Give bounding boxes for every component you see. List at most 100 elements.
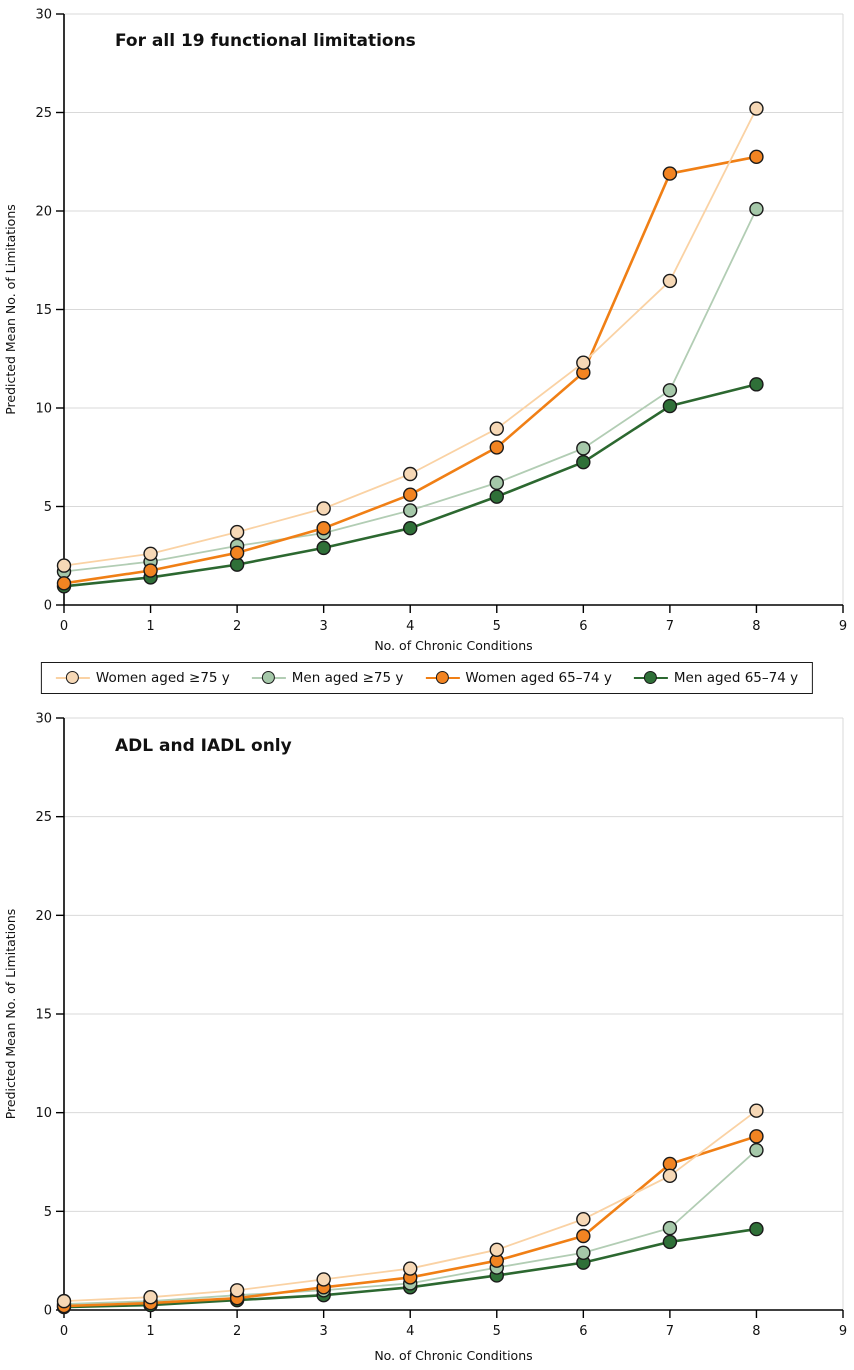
chart-title: For all 19 functional limitations	[115, 31, 416, 51]
data-point	[403, 503, 418, 518]
x-tick-label: 0	[60, 1324, 68, 1339]
x-tick-label: 9	[839, 1324, 847, 1339]
data-point	[143, 1289, 158, 1305]
data-point	[229, 1283, 245, 1298]
data-point	[229, 524, 245, 540]
x-tick-label: 7	[666, 1324, 674, 1339]
legend-series-marker-icon	[55, 671, 90, 686]
data-point	[749, 101, 764, 116]
x-tick-label: 3	[320, 1324, 328, 1339]
x-tick-label: 2	[233, 1324, 241, 1339]
data-point	[749, 1103, 764, 1118]
data-point	[403, 487, 418, 502]
data-point	[56, 1293, 72, 1309]
data-point	[143, 563, 158, 578]
y-axis-title: Predicted Mean No. of Limitations	[3, 909, 18, 1120]
y-tick-label: 5	[44, 1205, 52, 1220]
x-tick-label: 1	[146, 1324, 154, 1339]
legend-item: Women aged ≥75 y	[55, 670, 230, 686]
x-tick-label: 5	[493, 1324, 501, 1339]
legend-label: Women aged ≥75 y	[95, 670, 230, 686]
data-point	[749, 1142, 764, 1158]
y-tick-label: 30	[35, 712, 52, 727]
data-point	[403, 520, 418, 536]
data-point	[229, 557, 245, 572]
data-point	[662, 1234, 678, 1250]
data-point	[403, 466, 418, 482]
data-point	[576, 1245, 591, 1260]
legend-label: Women aged 65–74 y	[465, 670, 612, 686]
x-tick-label: 4	[406, 1324, 414, 1339]
data-point	[576, 454, 591, 470]
legend-series-marker-icon	[251, 671, 286, 686]
y-tick-label: 25	[35, 810, 52, 825]
x-axis-title: No. of Chronic Conditions	[374, 638, 532, 650]
data-point	[662, 273, 678, 289]
x-tick-label: 8	[752, 1324, 760, 1339]
y-tick-label: 20	[35, 909, 52, 924]
data-point	[749, 1129, 764, 1144]
data-point	[662, 398, 678, 414]
x-tick-label: 5	[493, 619, 501, 634]
data-point	[316, 501, 331, 516]
data-point	[489, 475, 504, 491]
legend-label: Men aged ≥75 y	[291, 670, 404, 686]
legend-dot	[261, 671, 275, 684]
data-point	[489, 421, 504, 436]
series-line	[62, 383, 758, 588]
data-point	[316, 540, 331, 556]
x-tick-label: 7	[666, 619, 674, 634]
x-tick-label: 4	[406, 619, 414, 634]
y-tick-label: 15	[35, 303, 52, 318]
data-point	[403, 1261, 418, 1276]
chart-adl-iadl-only: 0 5 10 15 20 25 30 0 1 2 3 4 5 6 7 8 9 ADL and IADL only N…	[3, 712, 847, 1364]
legend-item: Men aged ≥75 y	[251, 670, 404, 686]
y-axis-title: Predicted Mean No. of Limitations	[3, 204, 18, 415]
data-point	[662, 1168, 678, 1184]
x-tick-label: 2	[233, 619, 241, 634]
x-tick-label: 6	[579, 619, 587, 634]
data-point	[662, 383, 678, 398]
x-tick-label: 1	[146, 619, 154, 634]
y-tick-label: 10	[35, 402, 52, 417]
y-tick-label: 15	[35, 1008, 52, 1023]
data-point	[489, 489, 504, 504]
chart-all-19-functional-limitations: 0 5 10 15 20 25 30 0 1 2 3 4 5 6 7 8 9 For all 19 functio…	[3, 8, 847, 651]
data-point	[143, 546, 158, 561]
data-point	[56, 558, 72, 573]
x-tick-label: 6	[579, 1324, 587, 1339]
x-tick-label: 0	[60, 619, 68, 634]
data-point	[749, 201, 764, 217]
x-tick-label: 9	[839, 619, 847, 634]
chart-title: ADL and IADL only	[115, 736, 292, 756]
x-tick-label: 8	[752, 619, 760, 634]
y-tick-label: 0	[44, 599, 52, 614]
data-point	[749, 149, 764, 165]
legend-series-marker-icon	[633, 671, 668, 686]
y-tick-label: 25	[35, 106, 52, 121]
data-point	[662, 1156, 678, 1172]
y-tick-label: 10	[35, 1106, 52, 1121]
y-tick-label: 30	[35, 8, 52, 23]
legend-dot	[435, 671, 449, 684]
series-line	[62, 155, 758, 585]
legend-dot	[65, 671, 79, 684]
legend-item: Women aged 65–74 y	[425, 670, 612, 686]
data-point	[576, 441, 591, 456]
data-point	[662, 1220, 678, 1236]
y-tick-label: 0	[44, 1304, 52, 1319]
data-point	[749, 377, 764, 392]
data-point	[489, 440, 504, 455]
data-point	[489, 1242, 504, 1258]
data-point	[662, 166, 678, 181]
data-point	[316, 1272, 331, 1287]
legend-item: Men aged 65–74 y	[633, 670, 799, 686]
data-point	[576, 355, 591, 370]
x-axis-title: No. of Chronic Conditions	[374, 1348, 532, 1363]
legend: Women aged ≥75 y Men aged ≥75 y Women aged…	[40, 662, 814, 694]
legend-label: Men aged 65–74 y	[673, 670, 799, 686]
legend-series-marker-icon	[425, 671, 460, 686]
data-point	[576, 1212, 591, 1227]
data-point	[56, 576, 72, 591]
